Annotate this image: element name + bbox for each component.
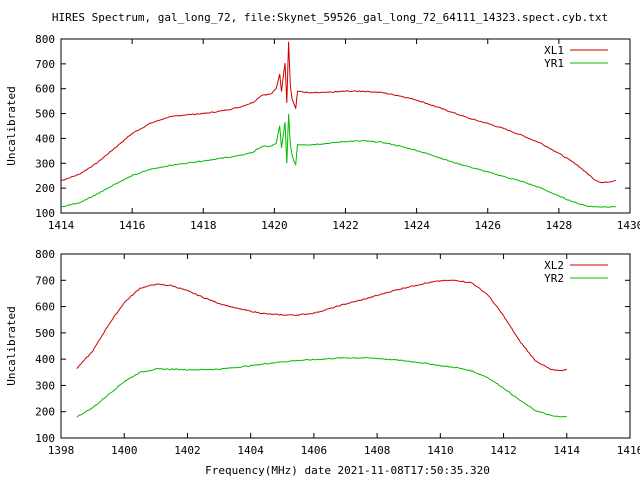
y-axis-label: Uncalibrated (5, 306, 18, 385)
y-tick-label: 800 (35, 33, 55, 46)
y-tick-label: 600 (35, 83, 55, 96)
series-line-xl2 (76, 279, 567, 372)
legend-label-yr2: YR2 (544, 272, 564, 285)
y-axis-label: Uncalibrated (5, 86, 18, 165)
legend-label-xl2: XL2 (544, 259, 564, 272)
top-panel-spectrum-1: 1414 1416 1418 1420 1422 1424 1426 1428 1430 100 2… (5, 33, 640, 232)
y-tick-label: 200 (35, 182, 55, 195)
y-tick-label: 200 (35, 406, 55, 419)
x-tick-label: 1422 (332, 219, 359, 232)
plot-frame (60, 253, 631, 439)
x-axis-label: Frequency(MHz) date 2021-11-08T17:50:35.… (205, 464, 490, 477)
x-tick-label: 1410 (427, 444, 454, 457)
x-tick-label: 1412 (490, 444, 517, 457)
y-tick-label: 400 (35, 132, 55, 145)
page-title: HIRES Spectrum, gal_long_72, file:Skynet… (52, 11, 608, 24)
x-tick-label: 1418 (190, 219, 217, 232)
x-tick-label: 1416 (617, 444, 640, 457)
x-tick-label: 1402 (174, 444, 201, 457)
y-tick-label: 700 (35, 58, 55, 71)
legend-label-yr1: YR1 (544, 57, 564, 70)
x-tick-label: 1426 (475, 219, 502, 232)
x-tick-label: 1400 (111, 444, 138, 457)
y-tick-label: 300 (35, 379, 55, 392)
x-tick-label: 1414 (48, 219, 75, 232)
x-tick-label: 1414 (554, 444, 581, 457)
bottom-panel-spectrum-2: 1398 1400 1402 1404 1406 1408 1410 1412 1414 1416… (5, 248, 640, 477)
x-tick-label: 1420 (261, 219, 288, 232)
y-tick-label: 500 (35, 327, 55, 340)
series-line-xl1 (61, 41, 616, 184)
y-tick-label: 800 (35, 248, 55, 261)
y-tick-label: 300 (35, 157, 55, 170)
series-line-yr2 (76, 356, 567, 418)
x-tick-label: 1424 (403, 219, 430, 232)
y-tick-label: 400 (35, 353, 55, 366)
y-tick-label: 600 (35, 301, 55, 314)
x-tick-label: 1408 (364, 444, 391, 457)
y-tick-label: 500 (35, 108, 55, 121)
x-tick-label: 1428 (546, 219, 573, 232)
x-tick-label: 1406 (301, 444, 328, 457)
y-tick-label: 100 (35, 207, 55, 220)
x-tick-label: 1416 (119, 219, 146, 232)
y-tick-label: 100 (35, 432, 55, 445)
x-tick-label: 1430 (617, 219, 640, 232)
y-tick-label: 700 (35, 274, 55, 287)
series-line-yr1 (61, 114, 616, 208)
x-tick-label: 1404 (237, 444, 264, 457)
x-tick-label: 1398 (48, 444, 75, 457)
legend-label-xl1: XL1 (544, 44, 564, 57)
